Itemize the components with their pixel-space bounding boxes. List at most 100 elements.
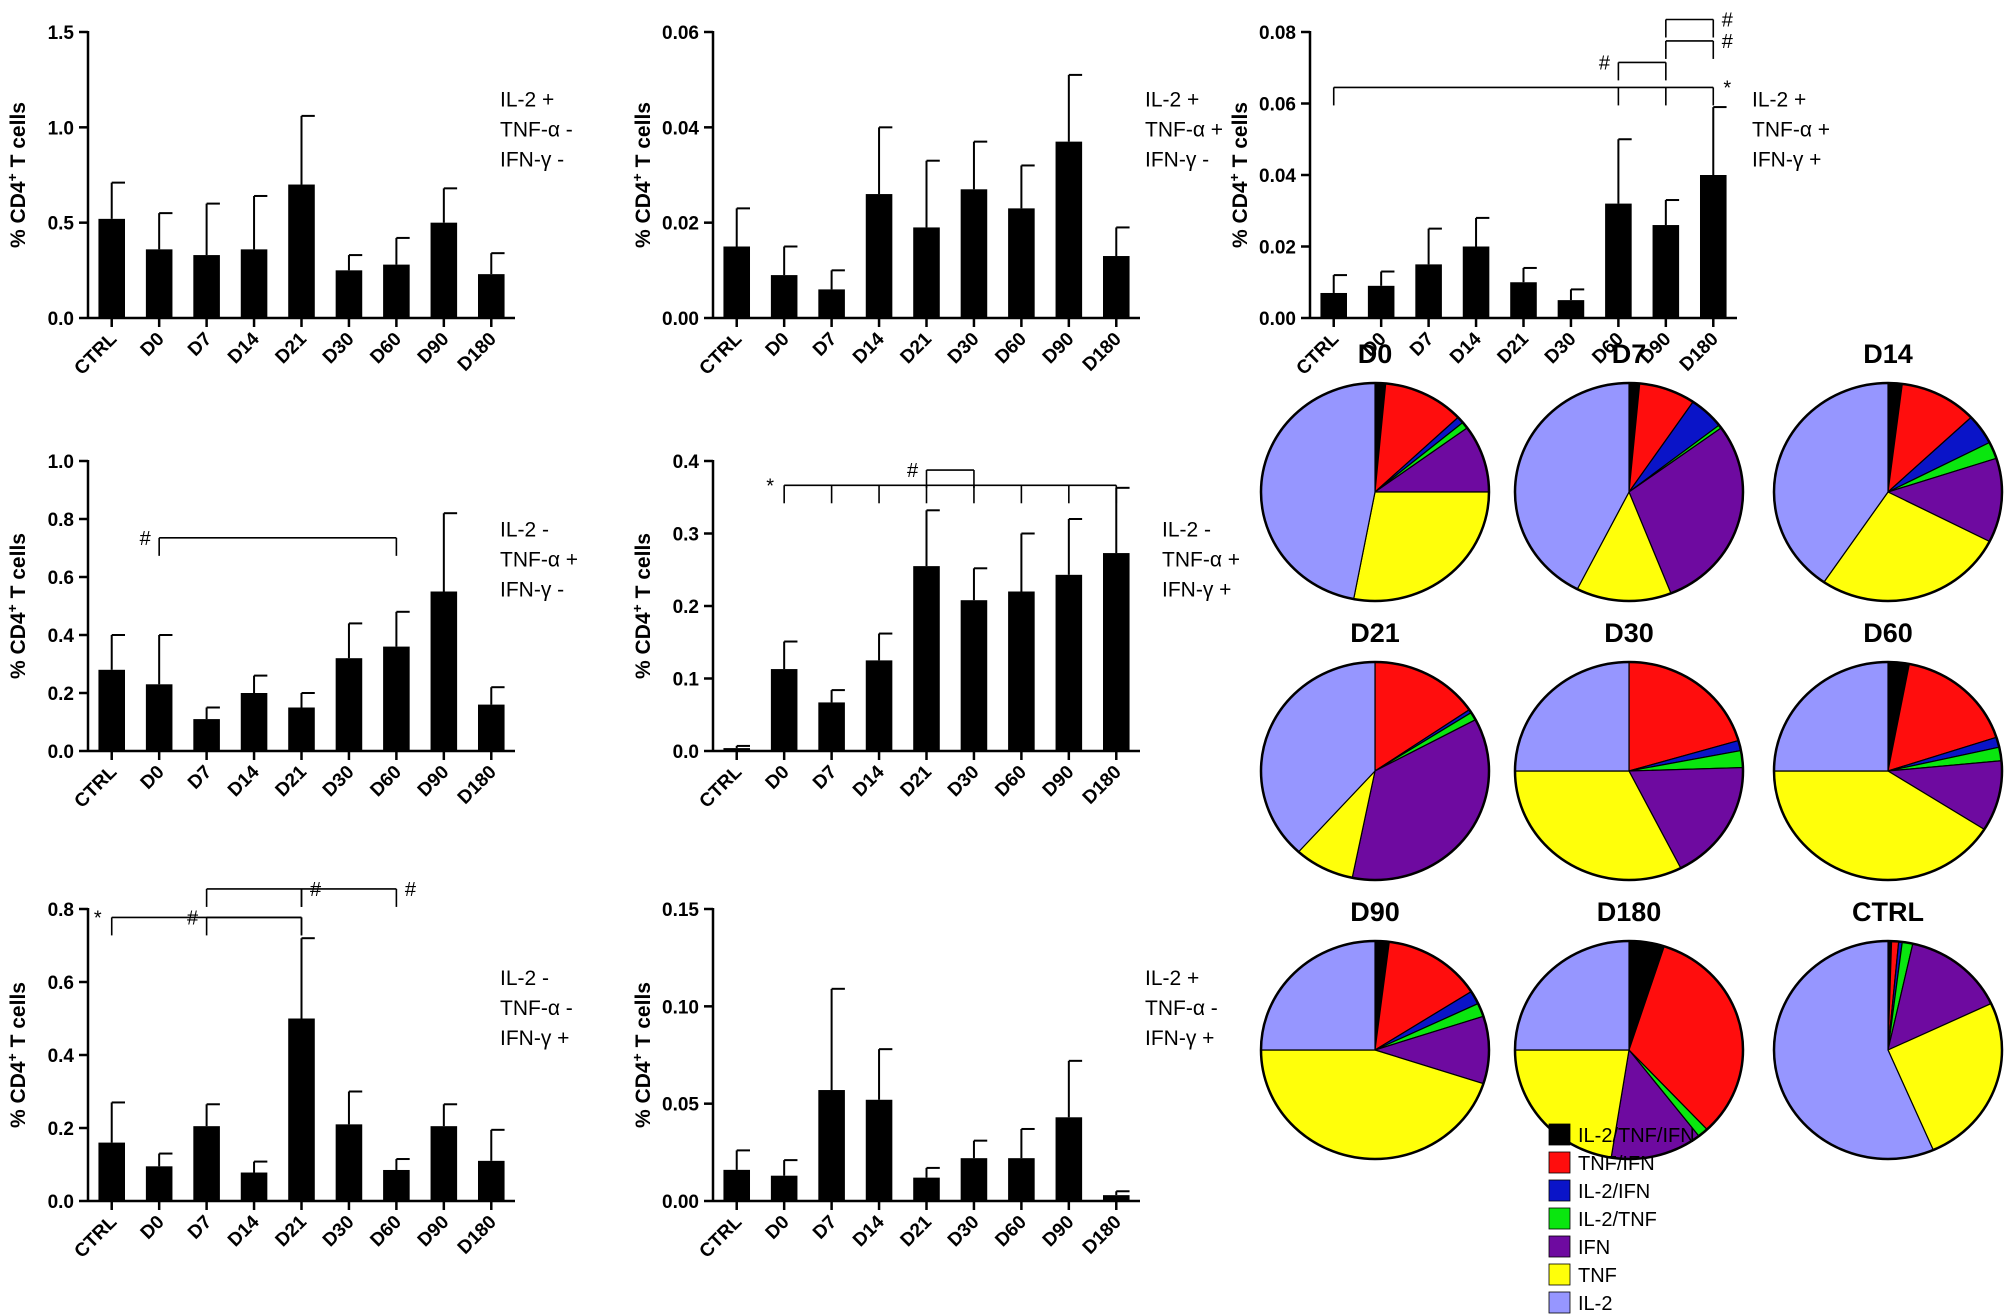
- bar-D60: [1008, 208, 1035, 318]
- bar-D60: [383, 646, 410, 751]
- condition-label: TNF-α -: [500, 118, 573, 141]
- bar-D60: [1008, 591, 1035, 751]
- bar-CTRL: [723, 748, 751, 751]
- x-tick-label-D180: D180: [454, 329, 501, 376]
- x-tick-label-CTRL: CTRL: [696, 1211, 747, 1262]
- significance-hash: #: [187, 907, 199, 929]
- y-tick-label: 0.2: [48, 684, 74, 705]
- significance-hash: #: [907, 460, 919, 482]
- bar-D90: [1652, 225, 1680, 318]
- pie-title: D14: [1863, 339, 1913, 369]
- pie-outline: [1772, 939, 2004, 1161]
- bar-D30: [960, 189, 988, 318]
- bar-D180: [1102, 256, 1130, 318]
- pie-chart-D0: D0: [1259, 339, 1491, 603]
- bar-CTRL: [1320, 292, 1348, 318]
- bar-CTRL: [723, 1169, 751, 1201]
- x-tick-label-D7: D7: [184, 762, 216, 794]
- bar-D7: [818, 702, 845, 751]
- x-tick-label-D0: D0: [137, 762, 169, 794]
- bar-D30: [1557, 300, 1585, 318]
- pie-outline: [1513, 660, 1745, 882]
- x-tick-label-D30: D30: [319, 1212, 358, 1251]
- pie-slice-il-2: [1773, 661, 1889, 772]
- significance-hash: #: [1722, 31, 1734, 53]
- x-tick-label-CTRL: CTRL: [71, 1211, 122, 1262]
- pie-outline: [1259, 381, 1491, 603]
- pie-title: D21: [1350, 618, 1400, 648]
- y-tick-label: 0.3: [673, 525, 699, 546]
- y-tick-label: 0.00: [662, 309, 699, 330]
- bar-D30: [960, 600, 988, 751]
- bar-D90: [430, 222, 458, 318]
- x-tick-label-D60: D60: [991, 1212, 1030, 1251]
- pie-chart-D90: D90: [1259, 897, 1491, 1161]
- condition-label: IL-2 -: [500, 967, 549, 990]
- y-tick-label: 0.00: [662, 1192, 699, 1213]
- bar-D30: [335, 658, 363, 751]
- significance-star: *: [1723, 77, 1731, 99]
- x-tick-label-D0: D0: [762, 762, 794, 794]
- pie-chart-CTRL: CTRL: [1772, 897, 2004, 1161]
- pie-outline: [1772, 660, 2004, 882]
- x-tick-label-D30: D30: [319, 762, 358, 801]
- y-axis-label: % CD4+ T cells: [629, 533, 655, 679]
- x-tick-label-D7: D7: [1406, 329, 1438, 361]
- bar-D21: [288, 184, 315, 318]
- x-tick-label-D30: D30: [944, 329, 983, 368]
- y-axis-label: % CD4+ T cells: [4, 533, 30, 679]
- y-tick-label: 0.05: [662, 1095, 699, 1116]
- bar-D0: [145, 1166, 173, 1201]
- bar-D180: [477, 274, 505, 318]
- condition-label: IL-2 +: [1145, 88, 1199, 111]
- significance-hash: #: [1599, 52, 1611, 74]
- bar-chart-3: 0.00 0.02 0.04 0.06 0.08 % CD4+ T cells CTRL D0…: [1226, 9, 1830, 379]
- pie-outline: [1772, 381, 2004, 603]
- significance-star: *: [766, 475, 774, 497]
- pie-title: CTRL: [1852, 897, 1924, 927]
- x-tick-label-D14: D14: [849, 761, 889, 801]
- y-tick-label: 0.0: [48, 1192, 74, 1213]
- bar-D30: [335, 270, 363, 318]
- y-tick-label: 0.5: [48, 214, 75, 235]
- significance-hash: #: [310, 879, 322, 901]
- condition-label: IFN-γ +: [1162, 578, 1231, 601]
- legend: IL-2/TNF/IFN TNF/IFN IL-2/IFN IL-2/TNF IFN TN…: [1548, 1123, 1695, 1315]
- significance-hash: #: [140, 528, 152, 550]
- significance-hash: #: [405, 879, 417, 901]
- bar-chart-4: 0.0 0.2 0.4 0.6 0.8 1.0 % CD4+ T cells CTRL D0 D7…: [4, 452, 578, 812]
- y-tick-label: 0.1: [673, 670, 700, 691]
- x-tick-label-D21: D21: [1494, 328, 1534, 368]
- pie-title: D180: [1597, 897, 1662, 927]
- legend-swatch: [1548, 1151, 1571, 1174]
- x-tick-label-D180: D180: [454, 762, 501, 809]
- legend-swatch: [1548, 1263, 1571, 1286]
- x-tick-label-D21: D21: [897, 328, 937, 368]
- x-tick-label-D30: D30: [944, 762, 983, 801]
- y-tick-label: 0.4: [48, 1046, 75, 1067]
- bar-D21: [913, 566, 940, 751]
- y-axis-label: % CD4+ T cells: [4, 982, 30, 1128]
- bar-CTRL: [98, 1142, 126, 1201]
- bar-D14: [1462, 246, 1490, 318]
- condition-label: IFN-γ +: [1752, 148, 1821, 171]
- x-tick-label-D7: D7: [809, 1212, 841, 1244]
- y-tick-label: 0.2: [48, 1119, 74, 1140]
- pie-title: D60: [1863, 618, 1913, 648]
- significance-star: *: [94, 907, 102, 929]
- bar-D60: [383, 264, 410, 318]
- y-tick-label: 0.4: [48, 626, 75, 647]
- bar-D0: [770, 275, 798, 318]
- y-tick-label: 0.8: [48, 510, 74, 531]
- bar-D90: [1055, 1117, 1083, 1201]
- pie-slice-il-2: [1260, 940, 1376, 1051]
- x-tick-label-D7: D7: [184, 1212, 216, 1244]
- x-tick-label-D30: D30: [319, 329, 358, 368]
- legend-label: IL-2/TNF: [1578, 1209, 1657, 1231]
- y-tick-label: 0.8: [48, 900, 74, 921]
- x-tick-label-D21: D21: [272, 1211, 312, 1251]
- bar-D0: [770, 1175, 798, 1201]
- bar-D7: [818, 1090, 845, 1201]
- bar-D60: [1008, 1158, 1035, 1201]
- bar-D0: [145, 684, 173, 751]
